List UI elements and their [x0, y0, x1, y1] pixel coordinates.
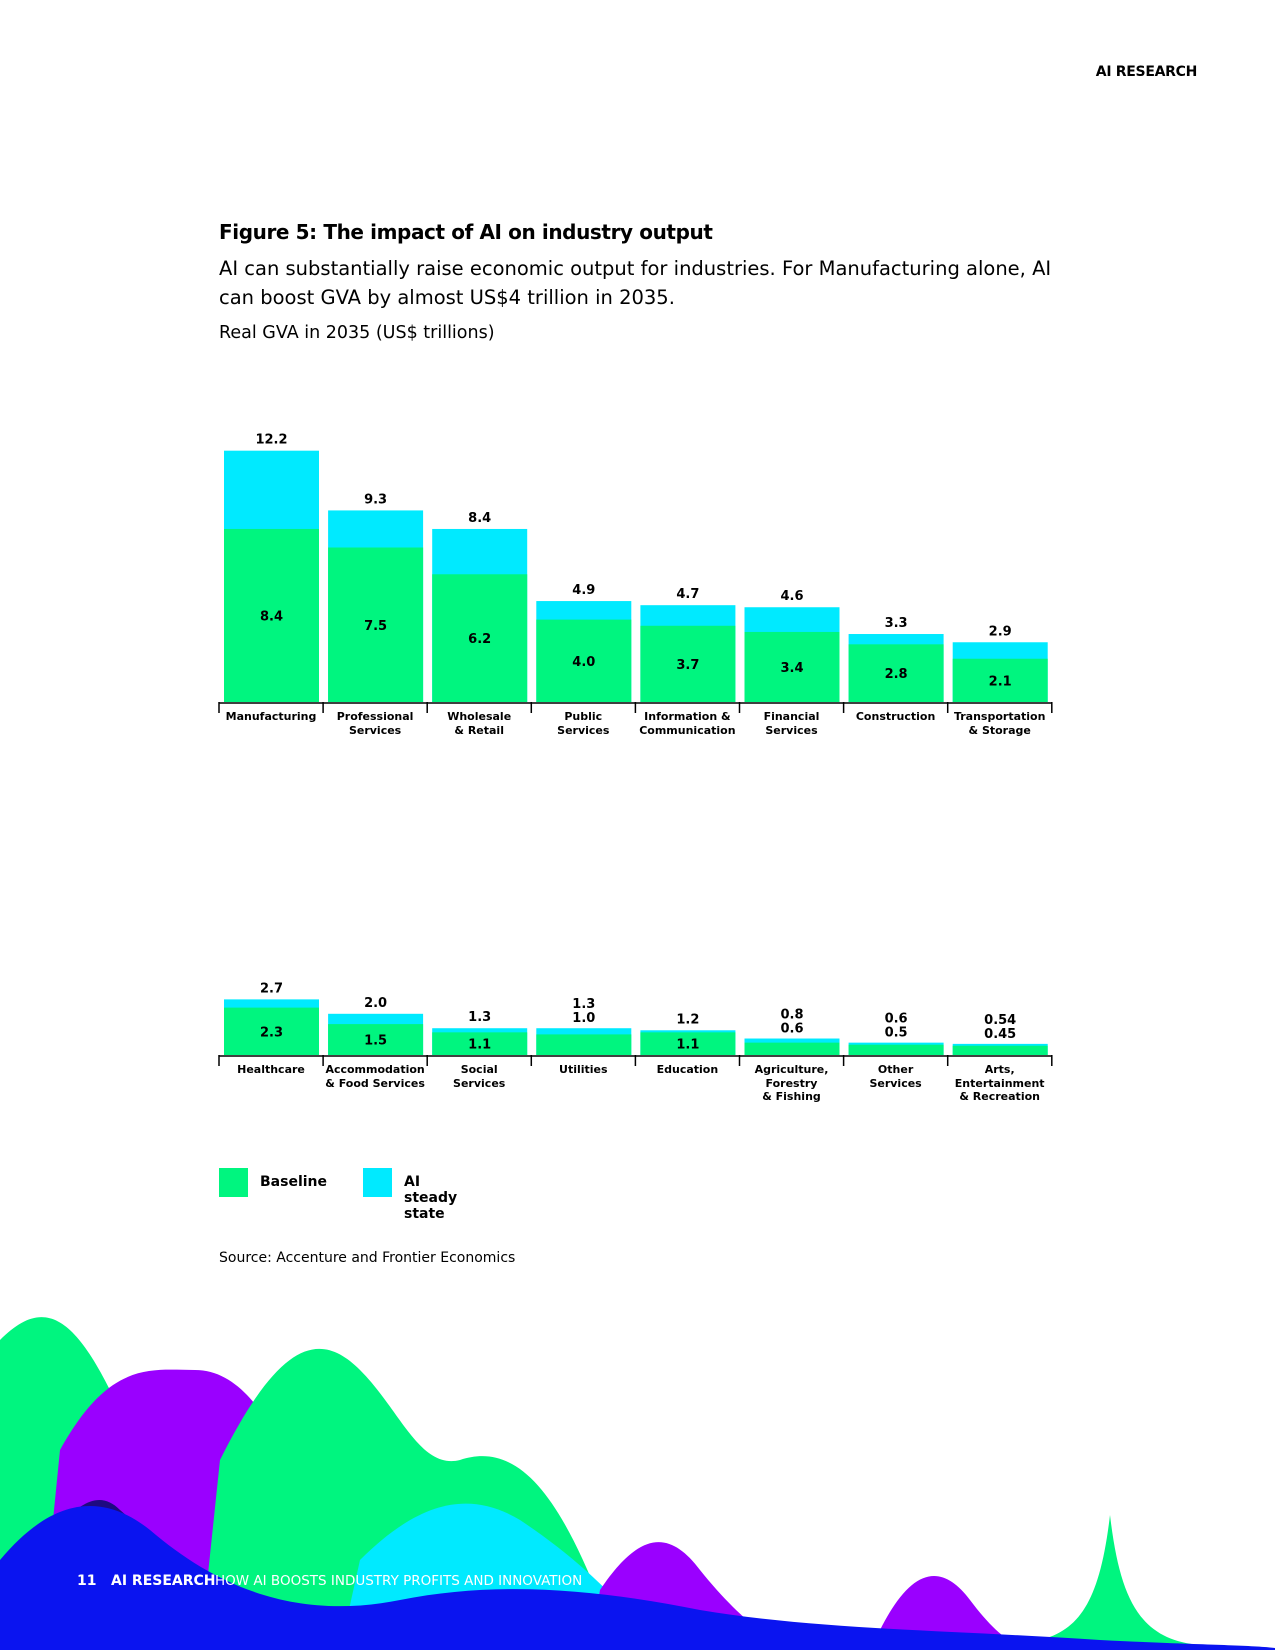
footer-section: AI RESEARCH	[111, 1573, 216, 1589]
category-label: Wholesale & Retail	[447, 710, 512, 737]
category-label: Information & Communication	[639, 710, 736, 737]
bar-baseline	[848, 1044, 944, 1055]
wave	[0, 1506, 1275, 1650]
value-label-baseline: 1.0	[572, 1011, 595, 1026]
bar-baseline	[328, 547, 424, 702]
bar-baseline	[640, 625, 736, 702]
value-label-ai: 2.9	[989, 624, 1012, 639]
bar-baseline	[744, 631, 840, 702]
bar-baseline	[952, 658, 1048, 702]
unit-label: Real GVA in 2035 (US$ trillions)	[219, 323, 495, 343]
value-label-ai: 2.0	[364, 996, 387, 1011]
category-label: Professional Services	[336, 710, 414, 737]
bar-baseline	[744, 1042, 840, 1055]
category-label: Utilities	[559, 1063, 608, 1076]
source: Source: Accenture and Frontier Economics	[219, 1250, 516, 1266]
category-label: Education	[656, 1063, 719, 1076]
legend-swatch	[219, 1168, 248, 1197]
category-label: Social Services	[453, 1063, 506, 1090]
value-label-baseline: 3.4	[780, 661, 803, 676]
bar-baseline	[224, 1007, 319, 1055]
category-label: Other Services	[869, 1063, 922, 1090]
value-label-baseline: 8.4	[260, 609, 283, 624]
value-label-ai: 3.3	[885, 616, 908, 631]
category-label: Transportation & Storage	[953, 710, 1046, 737]
legend-label: AI steady state	[404, 1174, 458, 1222]
bar-baseline	[952, 1045, 1048, 1055]
value-label-ai: 4.7	[676, 587, 699, 602]
value-label-ai: 4.9	[572, 583, 595, 598]
value-label-baseline: 4.0	[572, 655, 595, 670]
value-label-baseline: 1.1	[676, 1038, 699, 1053]
value-label-ai: 1.2	[676, 1012, 699, 1027]
value-label-ai: 1.3	[572, 997, 595, 1012]
category-label: Manufacturing	[225, 710, 317, 723]
value-label-ai: 0.8	[780, 1008, 803, 1023]
bar-baseline	[848, 644, 944, 702]
value-label-ai: 4.6	[780, 589, 803, 604]
bar-baseline	[328, 1024, 424, 1055]
value-label-baseline: 0.6	[780, 1022, 803, 1037]
legend-swatch	[363, 1168, 392, 1197]
value-label-baseline: 7.5	[364, 619, 387, 634]
legend-label: Baseline	[260, 1174, 328, 1190]
category-label: Accommodation & Food Services	[325, 1063, 425, 1090]
bar-baseline	[536, 1034, 632, 1055]
value-label-baseline: 0.45	[984, 1027, 1016, 1042]
value-label-baseline: 2.8	[885, 667, 908, 682]
category-label: Construction	[855, 710, 936, 723]
category-label: Financial Services	[763, 710, 820, 737]
bar-baseline	[432, 1032, 528, 1055]
subtitle: AI can substantially raise economic outp…	[219, 257, 1052, 309]
footer-title: HOW AI BOOSTS INDUSTRY PROFITS AND INNOV…	[215, 1573, 583, 1589]
value-label-baseline: 3.7	[676, 658, 699, 673]
category-label: Healthcare	[237, 1063, 305, 1076]
category-label: Arts, Entertainment & Recreation	[954, 1063, 1045, 1103]
value-label-ai: 9.3	[364, 492, 387, 507]
value-label-baseline: 2.1	[989, 674, 1012, 689]
value-label-baseline: 1.5	[364, 1034, 387, 1049]
value-label-ai: 8.4	[468, 511, 491, 526]
category-label: Agriculture, Forestry & Fishing	[754, 1063, 829, 1103]
header-section: AI RESEARCH	[1095, 64, 1198, 80]
value-label-baseline: 6.2	[468, 632, 491, 647]
figure-title: Figure 5: The impact of AI on industry o…	[219, 220, 713, 244]
value-label-baseline: 0.5	[885, 1026, 908, 1041]
value-label-ai: 12.2	[255, 433, 287, 448]
bar-baseline	[640, 1032, 736, 1055]
value-label-baseline: 1.1	[468, 1038, 491, 1053]
category-label: Public Services	[557, 710, 610, 737]
value-label-baseline: 2.3	[260, 1025, 283, 1040]
bar-baseline	[432, 574, 528, 702]
value-label-ai: 0.54	[984, 1013, 1016, 1028]
value-label-ai: 2.7	[260, 981, 283, 996]
bar-baseline	[536, 619, 632, 702]
bar-baseline	[224, 528, 319, 702]
value-label-ai: 1.3	[468, 1010, 491, 1025]
value-label-ai: 0.6	[885, 1012, 908, 1027]
page-number: 11	[77, 1573, 97, 1589]
wave	[1030, 1515, 1275, 1650]
